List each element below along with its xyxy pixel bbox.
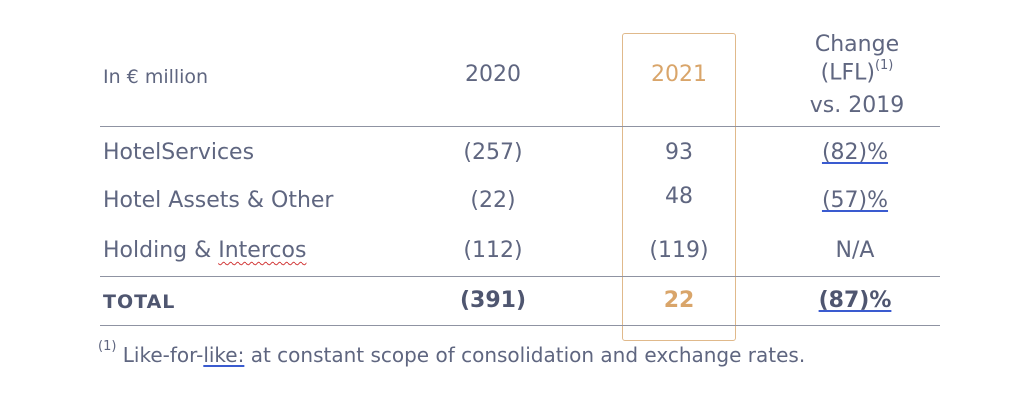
- highlight-2021-column: [622, 33, 736, 341]
- cell-holding-2021: (119): [649, 238, 709, 263]
- cell-total-2021: 22: [663, 288, 695, 313]
- cell-hotel-assets-change: (57)%: [821, 188, 889, 213]
- cell-holding-2020: (112): [463, 238, 523, 263]
- cell-hotelservices-2020: (257): [463, 140, 523, 165]
- column-header-change-line2: (LFL)(1): [772, 58, 942, 86]
- column-header-change-line1: Change: [814, 32, 900, 57]
- row-label-hotel-assets: Hotel Assets & Other: [103, 188, 334, 213]
- row-label-holding-intercos: Holding & Intercos: [103, 238, 307, 263]
- units-label: In € million: [103, 66, 209, 88]
- table-bottom-rule: [100, 325, 940, 326]
- total-divider: [100, 276, 940, 277]
- cell-hotel-assets-2020: (22): [470, 188, 516, 213]
- cell-total-2020: (391): [459, 288, 527, 313]
- footnote-underlined: like:: [203, 343, 245, 367]
- row-label-hotelservices: HotelServices: [103, 140, 255, 165]
- cell-hotel-assets-2021: 48: [665, 184, 693, 209]
- footnote: (1) Like-for-like: at constant scope of …: [98, 339, 806, 367]
- footnote-marker: (1): [874, 58, 894, 73]
- cell-total-change: (87)%: [818, 288, 892, 313]
- column-header-2021: 2021: [651, 62, 707, 87]
- column-header-change-line3: vs. 2019: [809, 93, 905, 118]
- row-label-total: TOTAL: [103, 291, 176, 313]
- spellcheck-word: Intercos: [218, 238, 307, 263]
- header-divider: [100, 126, 940, 127]
- lfl-text: (LFL): [820, 60, 875, 86]
- footnote-sup: (1): [98, 339, 117, 355]
- cell-hotelservices-2021: 93: [665, 140, 693, 165]
- cell-hotelservices-change: (82)%: [821, 140, 889, 165]
- cell-holding-change: N/A: [835, 238, 875, 263]
- column-header-2020: 2020: [465, 62, 521, 87]
